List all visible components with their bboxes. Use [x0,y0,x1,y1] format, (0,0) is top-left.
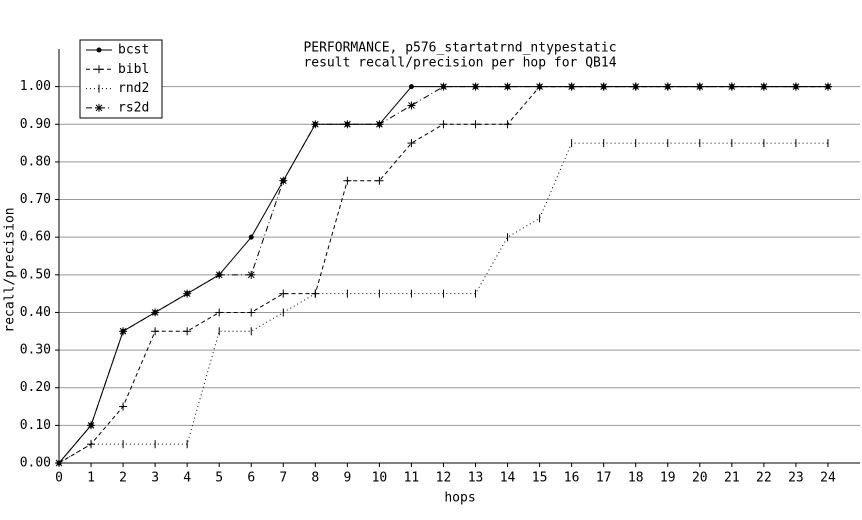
x-tick-label: 19 [660,471,676,486]
x-tick-label: 21 [724,471,740,486]
marker [631,82,640,91]
marker [791,82,800,91]
x-tick-label: 2 [119,471,127,486]
marker [151,327,160,336]
marker [215,308,224,317]
marker [247,308,256,317]
marker [471,82,480,91]
y-tick-label: 0.00 [20,456,51,471]
marker [471,120,480,129]
legend-label: rnd2 [118,81,149,96]
x-tick-label: 17 [596,471,612,486]
marker [247,270,256,279]
legend-label: bcst [118,43,149,58]
y-tick-label: 0.90 [20,117,51,132]
marker [55,459,63,467]
x-tick-label: 5 [215,471,223,486]
marker [727,82,736,91]
marker [215,270,224,279]
marker [95,65,103,74]
x-axis-label: hops [444,491,475,506]
marker [503,82,512,91]
y-tick-label: 0.60 [20,230,51,245]
marker [535,82,544,91]
x-tick-label: 1 [87,471,95,486]
series-line [58,142,828,464]
legend-box [79,39,163,119]
y-tick-label: 0.10 [20,418,51,433]
marker [151,308,160,317]
y-axis-label: recall/precision [3,207,18,332]
y-tick-label: 0.20 [20,380,51,395]
marker [695,82,704,91]
legend-label: rs2d [118,100,149,115]
x-tick-label: 4 [183,471,191,486]
marker [96,47,102,53]
marker [375,176,384,185]
x-tick-label: 6 [247,471,255,486]
marker [95,103,103,112]
marker [407,101,416,110]
x-tick-label: 16 [564,471,580,486]
marker [823,82,832,91]
x-tick-label: 10 [372,471,388,486]
x-tick-label: 0 [55,471,63,486]
marker [407,139,416,148]
marker [183,327,192,336]
chart-title: PERFORMANCE, p576_startatrnd_ntypestatic [303,41,616,56]
x-tick-label: 20 [692,471,708,486]
marker [408,84,414,90]
x-tick-label: 15 [532,471,548,486]
marker [663,82,672,91]
x-tick-label: 13 [468,471,484,486]
y-tick-label: 0.80 [20,154,51,169]
marker [375,120,384,129]
marker [599,82,608,91]
marker [311,120,320,129]
x-tick-label: 11 [404,471,420,486]
marker [279,176,288,185]
marker [87,421,96,430]
x-tick-label: 18 [628,471,644,486]
marker [343,176,352,185]
chart-subtitle: result recall/precision per hop for QB14 [303,56,616,71]
x-tick-label: 3 [151,471,159,486]
marker [119,327,128,336]
x-tick-label: 7 [279,471,287,486]
marker [503,120,512,129]
x-tick-label: 23 [788,471,804,486]
marker [279,289,288,298]
x-tick-label: 24 [820,471,836,486]
y-tick-label: 0.70 [20,192,51,207]
x-tick-label: 22 [756,471,772,486]
marker [343,120,352,129]
marker [567,82,576,91]
x-tick-label: 9 [343,471,351,486]
x-tick-label: 14 [500,471,516,486]
marker [119,402,128,411]
y-tick-label: 0.40 [20,305,51,320]
y-tick-label: 0.30 [20,343,51,358]
legend-label: bibl [118,62,149,77]
marker [439,82,448,91]
x-tick-label: 8 [311,471,319,486]
x-tick-label: 12 [436,471,452,486]
y-tick-label: 1.00 [20,79,51,94]
marker [248,234,254,240]
y-tick-label: 0.50 [20,267,51,282]
marker [759,82,768,91]
marker [439,120,448,129]
marker [183,289,192,298]
